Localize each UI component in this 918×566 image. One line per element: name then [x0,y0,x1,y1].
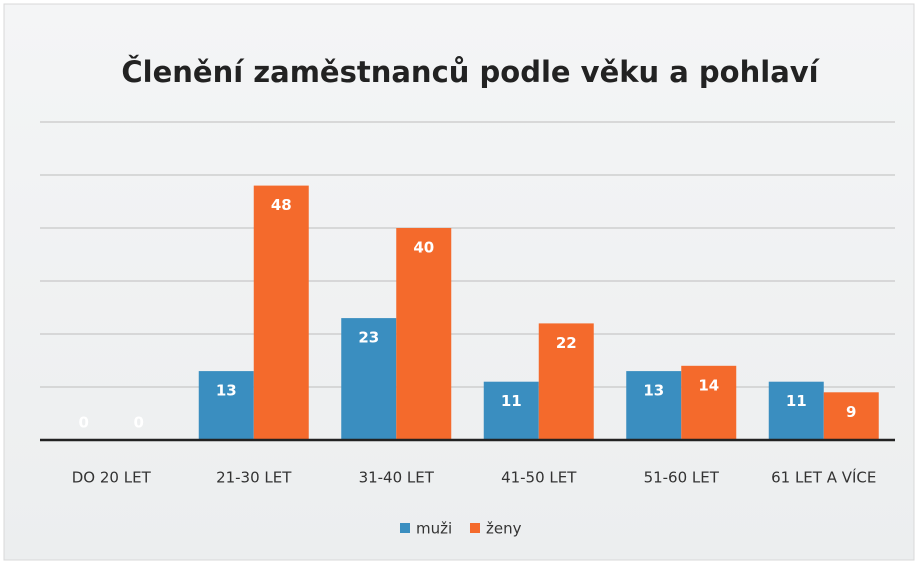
data-label: 23 [358,329,379,347]
bar [823,392,879,440]
data-label: 22 [556,334,577,352]
bar [681,365,737,440]
bar [341,318,397,440]
bar [768,381,824,440]
data-label: 13 [643,382,664,400]
data-label: 48 [271,196,292,214]
legend-swatch [400,523,410,533]
data-label: 0 [134,414,144,432]
x-tick-label: 31-40 LET [359,469,435,487]
bar [538,323,594,440]
chart-background [3,3,915,561]
legend-swatch [470,523,480,533]
bar [626,371,682,440]
legend-label: muži [416,520,452,538]
bar [198,371,254,440]
bar [396,228,452,440]
chart-title: Členění zaměstnanců podle věku a pohlaví [121,55,820,89]
data-label: 40 [413,239,434,257]
data-label: 14 [698,376,719,394]
bar [253,185,309,440]
data-label: 9 [846,403,856,421]
legend-label: ženy [486,520,522,538]
data-label: 11 [786,392,807,410]
x-tick-label: DO 20 LET [72,469,152,487]
x-tick-label: 21-30 LET [216,469,292,487]
data-label: 11 [501,392,522,410]
bar [483,381,539,440]
x-tick-label: 41-50 LET [501,469,577,487]
x-tick-label: 51-60 LET [644,469,720,487]
data-label: 0 [79,414,89,432]
x-tick-label: 61 LET A VÍCE [771,468,876,487]
data-label: 13 [216,382,237,400]
